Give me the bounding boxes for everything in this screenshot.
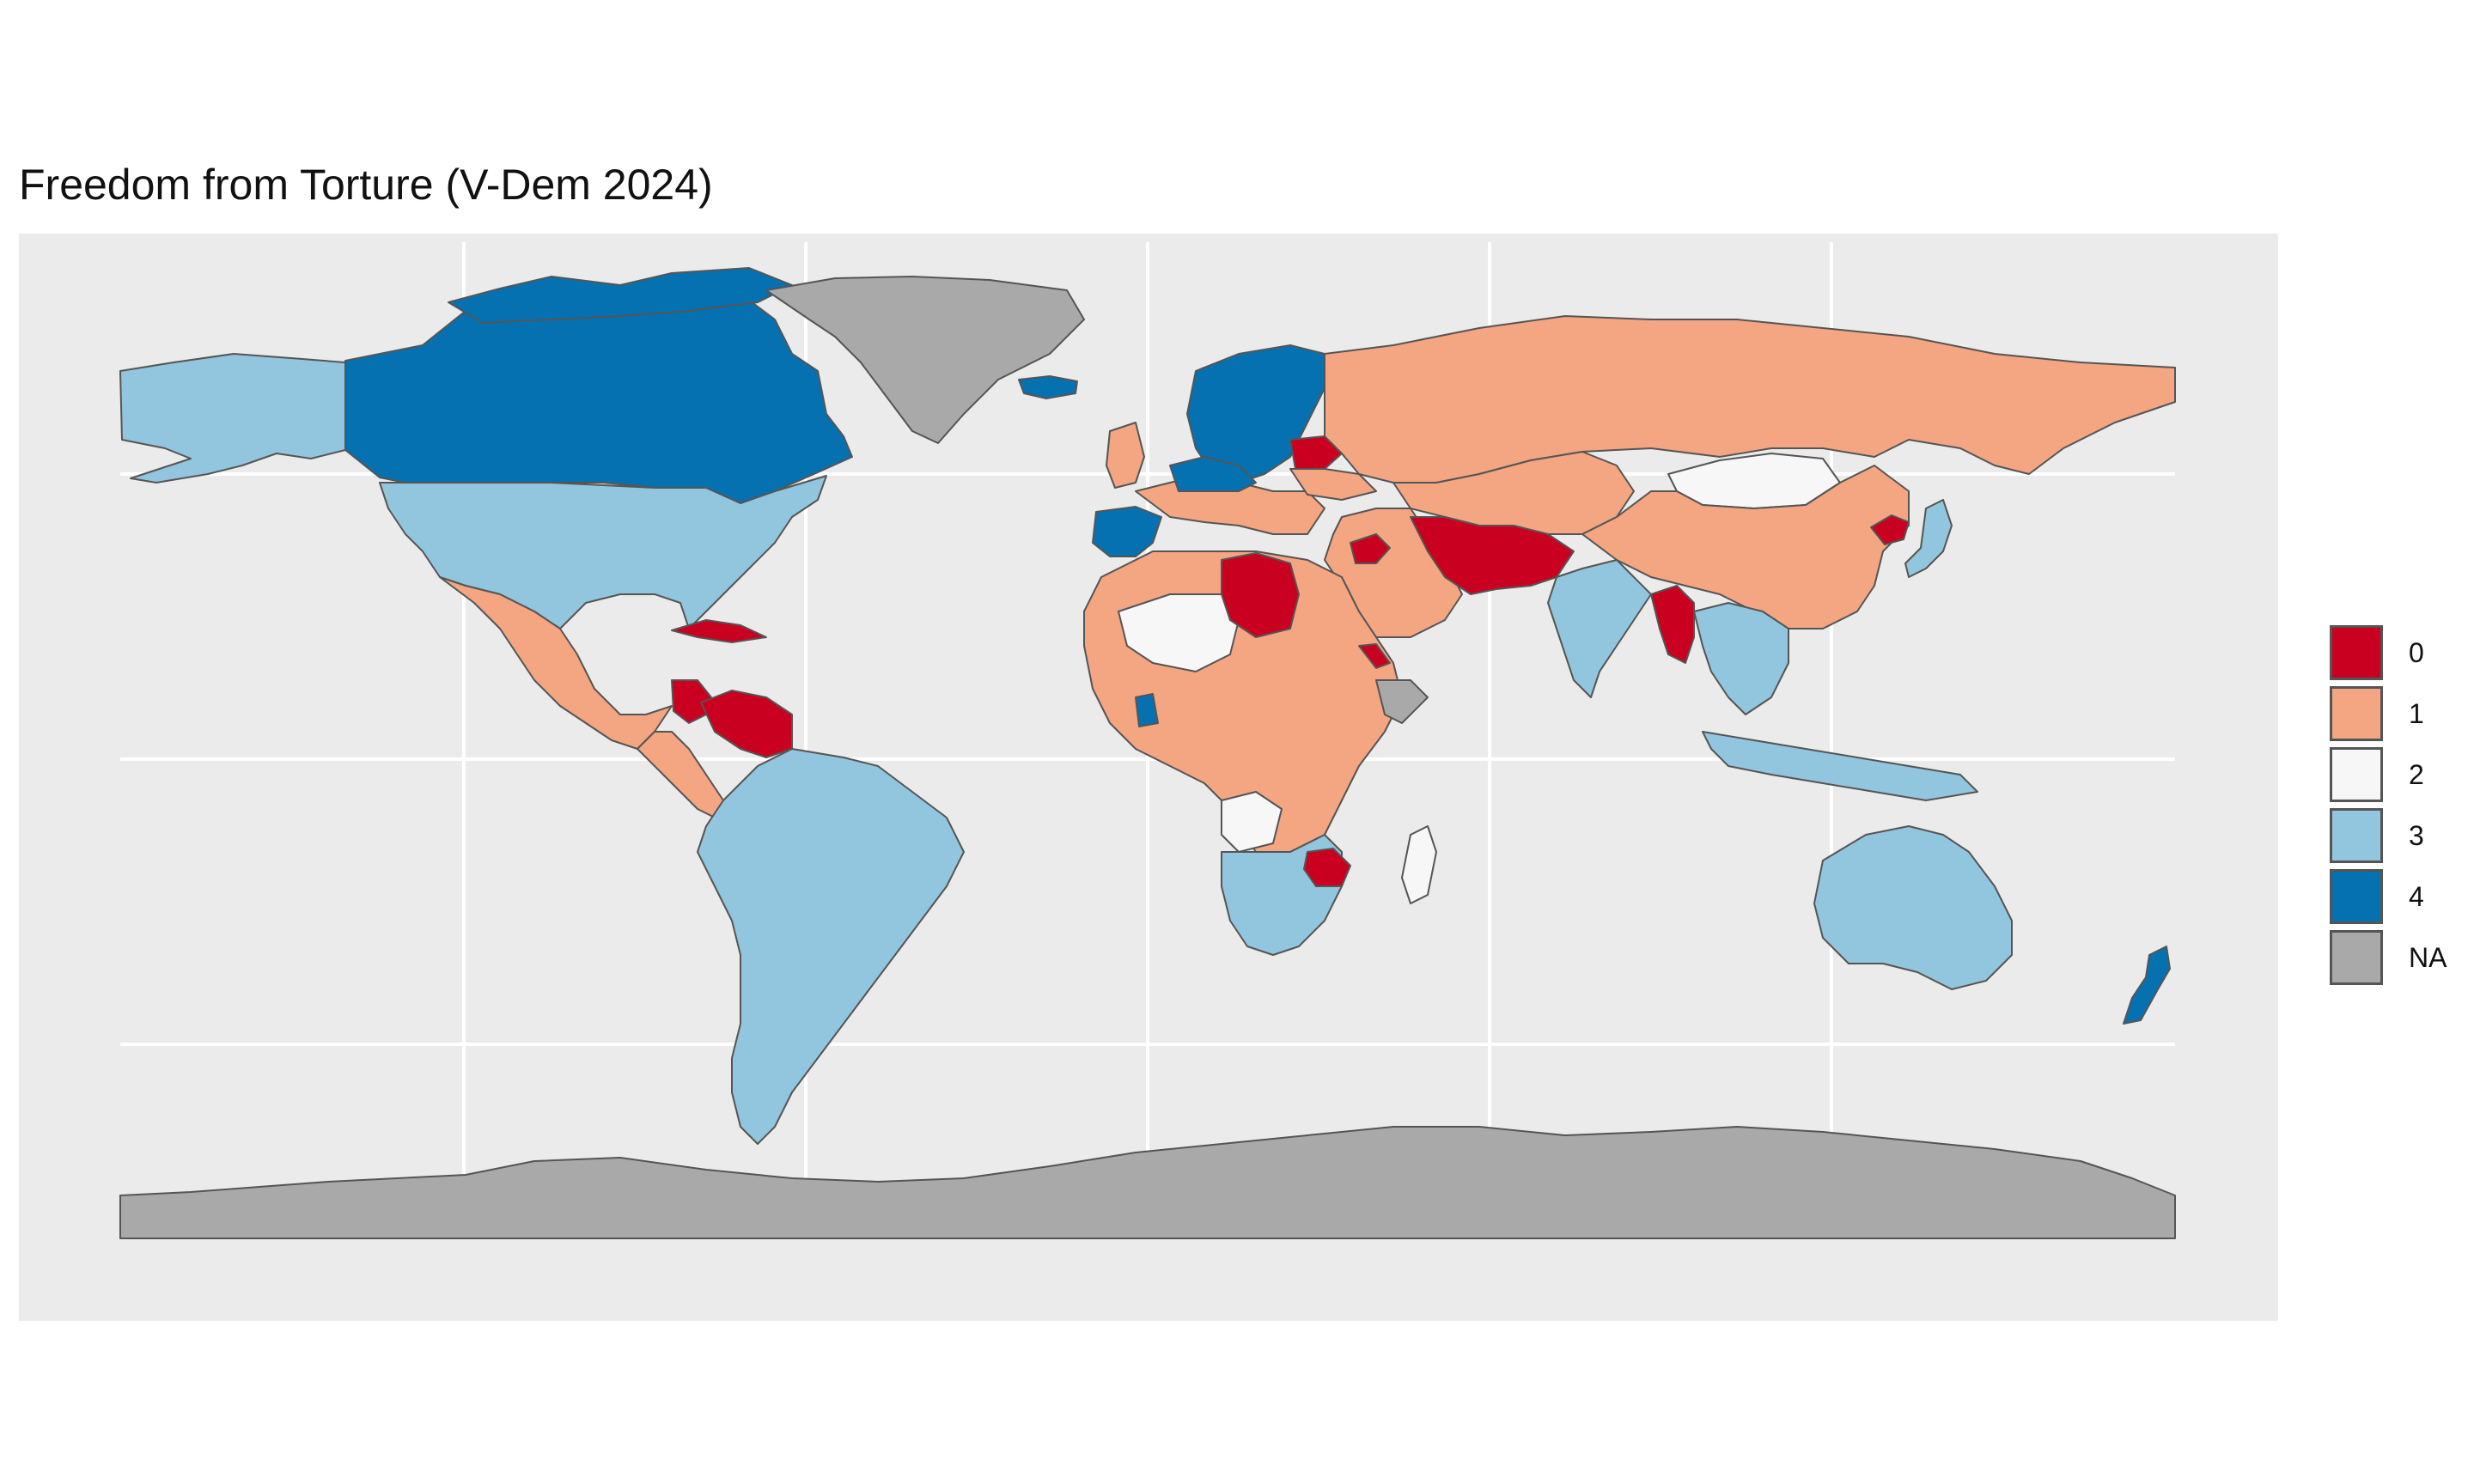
world-map bbox=[119, 242, 2176, 1239]
legend-label: NA bbox=[2409, 942, 2447, 973]
region-antarctica bbox=[119, 1126, 2176, 1239]
region-madagascar bbox=[1401, 825, 1437, 904]
legend: 0 1 2 3 4 NA bbox=[2330, 625, 2459, 991]
region-scandinavia bbox=[1186, 344, 1325, 484]
region-southeast-asia bbox=[1693, 602, 1789, 715]
legend-key bbox=[2330, 747, 2383, 802]
region-myanmar bbox=[1650, 585, 1695, 664]
region-central-europe bbox=[1169, 456, 1257, 492]
region-mexico bbox=[439, 576, 673, 750]
legend-key bbox=[2330, 930, 2383, 985]
region-mali-niger bbox=[1118, 593, 1240, 672]
map-panel bbox=[19, 234, 2278, 1321]
region-central-america bbox=[637, 731, 724, 818]
region-zimbabwe bbox=[1303, 848, 1351, 887]
region-greenland bbox=[765, 276, 1085, 444]
legend-item-2: 2 bbox=[2330, 747, 2459, 807]
page-title: Freedom from Torture (V-Dem 2024) bbox=[19, 161, 713, 209]
legend-key bbox=[2330, 808, 2383, 863]
region-eritrea bbox=[1358, 643, 1391, 669]
region-ukraine bbox=[1289, 468, 1377, 501]
legend-key bbox=[2330, 625, 2383, 680]
region-new-zealand bbox=[2123, 946, 2171, 1025]
legend-key bbox=[2330, 686, 2383, 741]
region-cuba bbox=[671, 619, 767, 643]
region-belarus bbox=[1289, 435, 1343, 470]
region-indonesia bbox=[1702, 731, 1978, 801]
region-north-korea bbox=[1870, 514, 1910, 545]
region-iceland bbox=[1018, 375, 1078, 399]
region-japan bbox=[1904, 499, 1953, 578]
region-alaska bbox=[119, 353, 346, 484]
region-somalia bbox=[1375, 679, 1429, 724]
legend-label: 2 bbox=[2409, 759, 2424, 790]
legend-label: 1 bbox=[2409, 698, 2424, 729]
legend-item-3: 3 bbox=[2330, 808, 2459, 868]
legend-key bbox=[2330, 869, 2383, 924]
region-uk bbox=[1106, 422, 1145, 489]
legend-item-4: 4 bbox=[2330, 869, 2459, 929]
legend-label: 3 bbox=[2409, 820, 2424, 851]
legend-label: 0 bbox=[2409, 637, 2424, 668]
region-venezuela bbox=[700, 690, 793, 758]
region-united-states bbox=[379, 475, 827, 629]
legend-item-0: 0 bbox=[2330, 625, 2459, 685]
legend-item-na: NA bbox=[2330, 930, 2459, 990]
region-libya bbox=[1221, 552, 1300, 638]
legend-item-1: 1 bbox=[2330, 686, 2459, 746]
region-spain bbox=[1092, 506, 1162, 557]
region-syria bbox=[1350, 533, 1391, 564]
region-ghana bbox=[1135, 693, 1159, 727]
region-india bbox=[1547, 559, 1652, 698]
region-angola bbox=[1221, 791, 1283, 853]
region-south-america bbox=[697, 748, 965, 1145]
region-australia bbox=[1813, 825, 2013, 990]
legend-label: 4 bbox=[2409, 881, 2424, 912]
